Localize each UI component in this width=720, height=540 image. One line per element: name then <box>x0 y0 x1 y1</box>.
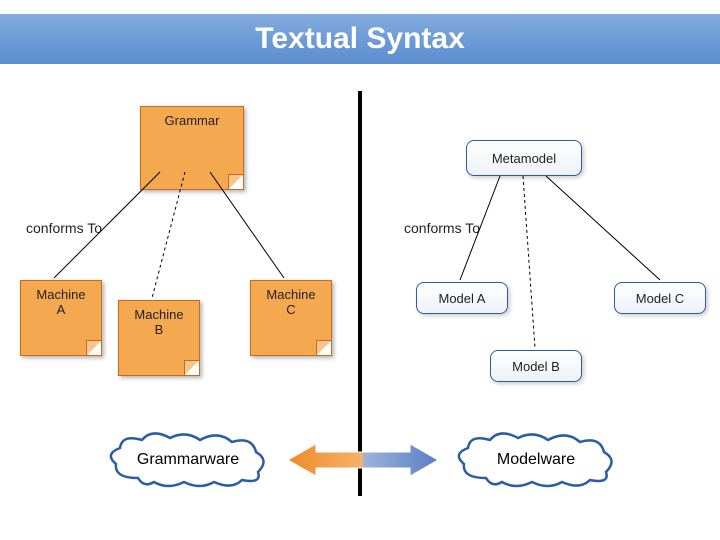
metamodel-label: Metamodel <box>492 151 556 166</box>
model-c-label: Model C <box>636 291 684 306</box>
machine-a-label: Machine A <box>36 287 85 317</box>
model-b-node: Model B <box>490 350 582 382</box>
title-bar: Textual Syntax <box>0 14 720 64</box>
model-a-label: Model A <box>439 291 486 306</box>
model-c-node: Model C <box>614 282 706 314</box>
machine-c-label: Machine C <box>266 287 315 317</box>
conforms-to-right: conforms To <box>404 220 480 236</box>
machine-c-node: Machine C <box>250 280 332 356</box>
grammar-node: Grammar <box>140 106 244 190</box>
grammar-label: Grammar <box>165 113 220 128</box>
machine-b-label: Machine B <box>134 307 183 337</box>
page-title: Textual Syntax <box>255 22 465 56</box>
metamodel-node: Metamodel <box>466 140 582 176</box>
machine-a-node: Machine A <box>20 280 102 356</box>
conforms-to-left: conforms To <box>26 220 102 236</box>
model-b-label: Model B <box>512 359 560 374</box>
machine-b-node: Machine B <box>118 300 200 376</box>
modelware-cloud: Modelware <box>456 432 616 488</box>
grammarware-cloud: Grammarware <box>108 432 268 488</box>
grammarware-label: Grammarware <box>137 451 239 469</box>
modelware-label: Modelware <box>497 451 575 469</box>
vertical-divider <box>358 91 362 496</box>
model-a-node: Model A <box>416 282 508 314</box>
double-arrow-icon <box>288 444 438 476</box>
